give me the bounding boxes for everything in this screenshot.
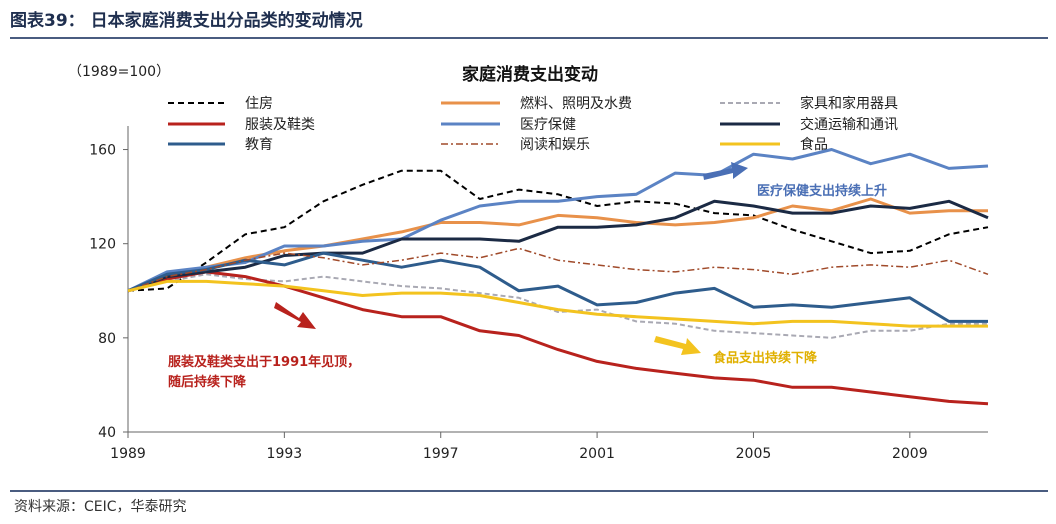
y-ticks: 40 80 120 160 — [89, 143, 128, 441]
legend-label-transport: 交通运输和通讯 — [800, 116, 898, 133]
series-line-3 — [127, 270, 989, 406]
clothing-annotation-line1: 服装及鞋类支出于1991年见顶， — [168, 354, 360, 370]
clothing-arrow-icon — [274, 302, 316, 329]
series-line-0 — [127, 169, 989, 292]
legend-item-medical: 医疗保健 — [441, 117, 576, 133]
legend-label-clothing: 服装及鞋类 — [245, 117, 315, 133]
x-tick-label: 2001 — [579, 446, 615, 462]
x-ticks: 1989 1993 1997 2001 2005 2009 — [110, 432, 928, 462]
line-chart: 家庭消费支出变动 （1989=100） 住房 服装及鞋类 教育 燃料、照明及水费… — [68, 64, 989, 462]
legend-item-furniture: 家具和家用器具 — [720, 95, 898, 112]
annotation-clothing: 服装及鞋类支出于1991年见顶， 随后持续下降 — [168, 302, 360, 390]
legend-item-food: 食品 — [720, 136, 828, 153]
x-tick-label: 1993 — [267, 446, 303, 462]
legend-item-transport: 交通运输和通讯 — [720, 116, 898, 133]
legend-label-reading: 阅读和娱乐 — [520, 136, 590, 153]
series-line-1 — [127, 197, 988, 293]
food-annotation-text: 食品支出持续下降 — [713, 350, 818, 366]
clothing-annotation-line2: 随后持续下降 — [168, 374, 247, 390]
legend-label-furniture: 家具和家用器具 — [800, 95, 898, 112]
legend-item-education: 教育 — [168, 137, 273, 153]
legend: 住房 服装及鞋类 教育 燃料、照明及水费 医疗保健 阅读和娱乐 家具和家用器具 — [168, 95, 898, 153]
series-line-2 — [127, 273, 988, 339]
medical-annotation-text: 医疗保健支出持续上升 — [757, 183, 887, 199]
series-line-5 — [127, 199, 989, 293]
legend-item-reading: 阅读和娱乐 — [441, 136, 590, 153]
legend-item-fuel: 燃料、照明及水费 — [441, 95, 632, 112]
food-arrow-icon — [654, 336, 701, 355]
series-line-4 — [127, 148, 989, 293]
legend-label-education: 教育 — [245, 137, 273, 153]
series-line-7 — [127, 247, 989, 292]
y-tick-label: 80 — [98, 331, 116, 347]
x-tick-label: 2005 — [736, 446, 772, 462]
figure-title: 图表39： 日本家庭消费支出分品类的变动情况 — [10, 11, 363, 31]
legend-label-fuel: 燃料、照明及水费 — [520, 95, 632, 112]
y-tick-label: 120 — [89, 237, 116, 253]
y-tick-label: 40 — [98, 425, 116, 441]
y-tick-label: 160 — [89, 143, 116, 159]
series-line-6 — [127, 251, 988, 323]
x-tick-label: 2009 — [892, 446, 928, 462]
legend-item-housing: 住房 — [168, 96, 273, 112]
legend-label-housing: 住房 — [245, 96, 273, 112]
chart-title: 家庭消费支出变动 — [462, 64, 598, 85]
legend-item-clothing: 服装及鞋类 — [168, 117, 315, 133]
annotation-medical: 医疗保健支出持续上升 — [703, 162, 887, 199]
series-line-8 — [127, 279, 988, 328]
x-tick-label: 1989 — [110, 446, 146, 462]
legend-label-food: 食品 — [800, 136, 828, 153]
source-note: 资料来源：CEIC，华泰研究 — [14, 499, 187, 515]
annotation-food: 食品支出持续下降 — [654, 336, 818, 366]
unit-label: （1989=100） — [68, 64, 170, 80]
x-tick-label: 1997 — [423, 446, 459, 462]
top-divider — [10, 37, 1048, 39]
legend-label-medical: 医疗保健 — [520, 117, 576, 133]
medical-arrow-icon — [703, 162, 748, 180]
bottom-divider — [10, 490, 1048, 492]
series-lines — [127, 148, 989, 406]
